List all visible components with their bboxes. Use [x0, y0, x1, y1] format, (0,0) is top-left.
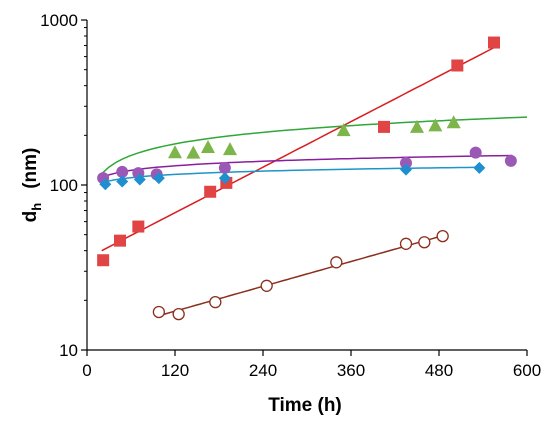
trendline-series-1 — [101, 46, 495, 252]
data-point-series-2-6 — [410, 119, 424, 133]
data-point-series-2-4 — [223, 142, 237, 156]
data-point-series-1-7 — [451, 59, 464, 72]
x-tick-label: 240 — [249, 361, 277, 380]
x-tick-label: 360 — [337, 361, 365, 380]
y-tick-labels: 10 100 1000 — [40, 11, 78, 360]
data-point-series-2-2 — [186, 145, 201, 159]
x-tick-label: 0 — [82, 361, 91, 380]
y-tick-label: 100 — [50, 176, 78, 195]
data-point-series-5-7 — [418, 236, 431, 249]
data-point-series-1-6 — [378, 120, 390, 133]
data-point-series-4-3 — [133, 173, 146, 186]
x-tick-labels: 0 120 240 360 480 600 — [82, 361, 541, 380]
data-point-series-1-4 — [204, 185, 217, 198]
trendline-series-4 — [101, 166, 480, 184]
trendline-series-2 — [101, 116, 528, 175]
data-point-series-4-6 — [400, 163, 412, 176]
data-point-series-3-6 — [400, 156, 412, 169]
data-point-series-4-7 — [473, 161, 486, 174]
x-tick-label: 480 — [425, 361, 453, 380]
data-point-series-5-5 — [330, 256, 343, 269]
data-point-series-2-1 — [168, 145, 182, 159]
trendline-series-5 — [156, 233, 447, 318]
data-point-series-5-3 — [209, 295, 222, 309]
data-point-series-2-3 — [201, 139, 215, 153]
y-tick-label: 10 — [59, 341, 78, 360]
x-axis-title: Time (h) — [268, 395, 342, 416]
y-axis-title-unit: (nm) — [20, 148, 41, 189]
x-tick-label: 600 — [513, 361, 541, 380]
data-point-series-2-7 — [428, 118, 443, 132]
data-point-series-4-2 — [116, 175, 129, 188]
data-point-series-1-2 — [114, 234, 126, 247]
data-point-series-5-1 — [152, 305, 166, 319]
data-point-series-5-4 — [260, 279, 273, 292]
data-point-series-5-6 — [399, 237, 413, 250]
axes — [81, 19, 528, 356]
y-axis-title: dh (nm) — [20, 148, 44, 223]
y-axis-title-subscript: h — [29, 203, 44, 211]
data-points — [97, 36, 517, 321]
trendlines — [101, 46, 528, 318]
data-point-series-2-8 — [446, 115, 461, 129]
data-point-series-3-7 — [469, 146, 482, 159]
data-point-series-1-1 — [97, 254, 110, 267]
y-tick-label: 1000 — [40, 11, 78, 30]
data-point-series-5-8 — [436, 229, 449, 243]
data-point-series-1-3 — [132, 220, 145, 233]
data-point-series-4-1 — [99, 178, 112, 191]
data-point-series-5-2 — [172, 307, 185, 321]
data-point-series-2-5 — [336, 123, 351, 137]
x-tick-label: 120 — [161, 361, 189, 380]
trendline-series-3 — [101, 154, 513, 179]
data-point-series-4-5 — [218, 172, 231, 185]
data-point-series-4-4 — [152, 172, 165, 185]
y-axis-title-main: d — [20, 211, 41, 223]
data-point-series-1-8 — [488, 36, 500, 49]
data-point-series-3-8 — [504, 154, 517, 167]
data-point-series-3-5 — [218, 161, 231, 174]
data-point-series-3-2 — [116, 165, 129, 178]
